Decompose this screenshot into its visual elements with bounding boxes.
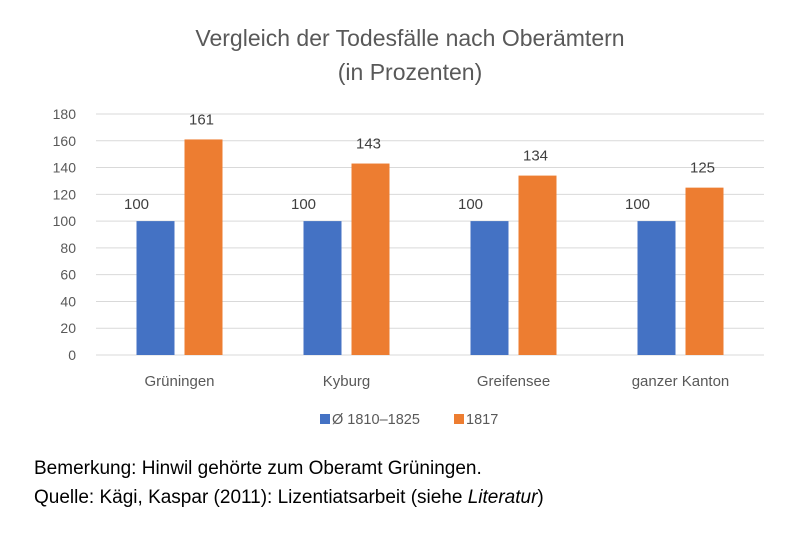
y-tick-label: 120 bbox=[53, 186, 77, 202]
data-label: 100 bbox=[625, 196, 650, 213]
data-label: 143 bbox=[356, 136, 381, 153]
y-axis-ticks: 0 20 40 60 80 100 120 140 160 180 bbox=[53, 106, 77, 363]
source-prefix: Quelle: Kägi, Kaspar (2011): Lizentiatsa… bbox=[34, 487, 468, 508]
bar-avg-1 bbox=[303, 221, 342, 355]
chart-title-line-1: Vergleich der Todesfälle nach Oberämtern bbox=[195, 25, 624, 51]
data-label: 125 bbox=[690, 160, 715, 177]
y-tick-label: 100 bbox=[53, 213, 77, 229]
remark-text: Bemerkung: Hinwil gehörte zum Oberamt Gr… bbox=[34, 458, 482, 479]
y-tick-label: 40 bbox=[60, 293, 76, 309]
category-label: Kyburg bbox=[323, 373, 371, 390]
data-label: 100 bbox=[124, 196, 149, 213]
legend-swatch-0 bbox=[320, 414, 330, 424]
source-suffix: ) bbox=[537, 487, 544, 508]
y-tick-label: 60 bbox=[60, 267, 76, 283]
data-label: 134 bbox=[523, 148, 548, 165]
bar-year1817-0 bbox=[184, 139, 223, 355]
bar-year1817-3 bbox=[685, 187, 724, 355]
category-label: ganzer Kanton bbox=[632, 373, 730, 390]
bar-avg-2 bbox=[470, 221, 509, 355]
notes: Bemerkung: Hinwil gehörte zum Oberamt Gr… bbox=[34, 454, 544, 512]
y-tick-label: 160 bbox=[53, 133, 77, 149]
y-tick-label: 0 bbox=[68, 347, 76, 363]
bars bbox=[136, 139, 724, 355]
bar-avg-3 bbox=[637, 221, 676, 355]
legend-swatch-1 bbox=[454, 414, 464, 424]
x-axis-categories: Grüningen Kyburg Greifensee ganzer Kanton bbox=[144, 373, 729, 390]
bar-avg-0 bbox=[136, 221, 175, 355]
bar-year1817-1 bbox=[351, 163, 390, 355]
data-label: 100 bbox=[291, 196, 316, 213]
bar-year1817-2 bbox=[518, 175, 557, 355]
source-text: Quelle: Kägi, Kaspar (2011): Lizentiatsa… bbox=[34, 483, 544, 512]
legend-label-1: 1817 bbox=[466, 412, 498, 428]
data-label: 161 bbox=[189, 111, 214, 128]
y-tick-label: 80 bbox=[60, 240, 76, 256]
y-tick-label: 140 bbox=[53, 160, 77, 176]
chart-title-line-2: (in Prozenten) bbox=[338, 59, 482, 85]
category-label: Grüningen bbox=[144, 373, 214, 390]
y-tick-label: 180 bbox=[53, 106, 77, 122]
category-label: Greifensee bbox=[477, 373, 550, 390]
source-literature-link: Literatur bbox=[467, 487, 538, 508]
legend: Ø 1810–1825 1817 bbox=[320, 412, 498, 428]
y-tick-label: 20 bbox=[60, 320, 76, 336]
data-label: 100 bbox=[458, 196, 483, 213]
data-labels: 100 161 100 143 100 134 100 125 bbox=[124, 111, 715, 213]
legend-label-0: Ø 1810–1825 bbox=[332, 412, 420, 428]
